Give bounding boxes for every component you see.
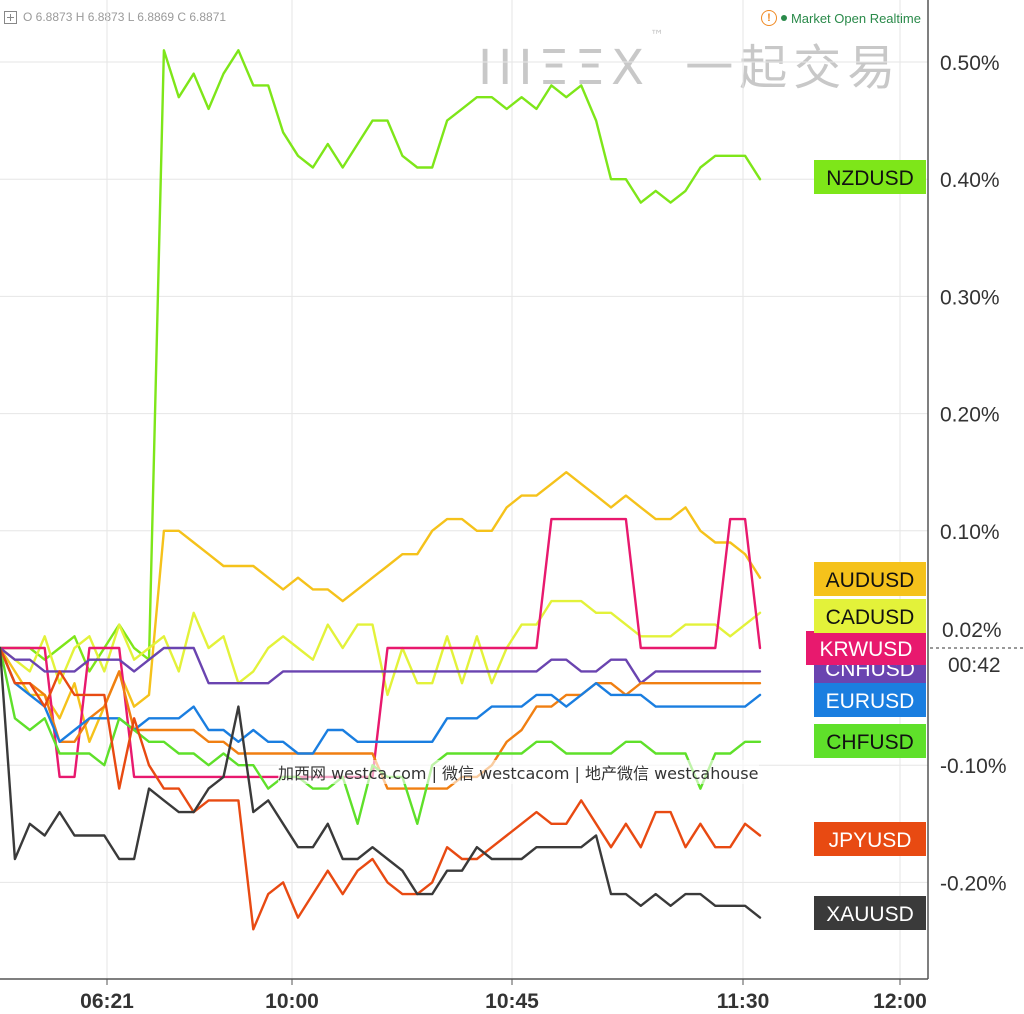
series-tag-label: AUDUSD xyxy=(826,569,915,592)
y-tick-label: 0.20% xyxy=(940,404,1000,427)
series-tag-label: CADUSD xyxy=(826,606,915,629)
series-line-chfusd xyxy=(0,648,760,824)
series-line-nzdusd xyxy=(0,50,760,671)
x-tick-label: 10:45 xyxy=(485,990,539,1013)
series-tag-nzdusd: NZDUSD xyxy=(814,160,926,194)
x-tick-label: 06:21 xyxy=(80,990,134,1013)
series-lines xyxy=(0,50,760,929)
series-tag-label: CHFUSD xyxy=(826,731,914,754)
current-price-label: 0.02% xyxy=(942,619,1002,642)
x-tick-label: 12:00 xyxy=(873,990,927,1013)
y-tick-label: -0.10% xyxy=(940,755,1007,778)
series-tag-label: JPYUSD xyxy=(829,829,912,852)
y-tick-label: 0.10% xyxy=(940,521,1000,544)
series-tag-jpyusd: JPYUSD xyxy=(814,822,926,856)
series-tag-cadusd: CADUSD xyxy=(814,599,926,633)
x-tick-label: 11:30 xyxy=(717,990,770,1013)
series-tag-label: XAUUSD xyxy=(826,903,914,926)
y-tick-label: 0.30% xyxy=(940,286,1000,309)
series-tag-audusd: AUDUSD xyxy=(814,562,926,596)
y-tick-label: -0.20% xyxy=(940,872,1007,895)
series-tags: GBPUSDCNHUSDKRWUSDCADUSDAUDUSDNZDUSDEURU… xyxy=(806,160,926,930)
countdown-label: 00:42 xyxy=(948,654,1001,677)
series-tag-eurusd: EURUSD xyxy=(814,683,926,717)
x-tick-label: 10:00 xyxy=(265,990,319,1013)
series-tag-label: KRWUSD xyxy=(820,638,913,661)
series-tag-chfusd: CHFUSD xyxy=(814,724,926,758)
series-tag-krwusd: KRWUSD xyxy=(806,631,926,665)
series-tag-label: EURUSD xyxy=(826,690,915,713)
series-tag-label: NZDUSD xyxy=(826,167,914,190)
y-tick-label: 0.40% xyxy=(940,169,1000,192)
series-tag-xauusd: XAUUSD xyxy=(814,896,926,930)
footer-watermark: 加西网 westca.com | 微信 westcacom | 地产微信 wes… xyxy=(278,760,759,784)
series-line-audusd xyxy=(0,472,760,742)
series-line-cnhusd xyxy=(0,648,760,683)
series-line-jpyusd xyxy=(0,648,760,929)
y-tick-label: 0.50% xyxy=(940,52,1000,75)
